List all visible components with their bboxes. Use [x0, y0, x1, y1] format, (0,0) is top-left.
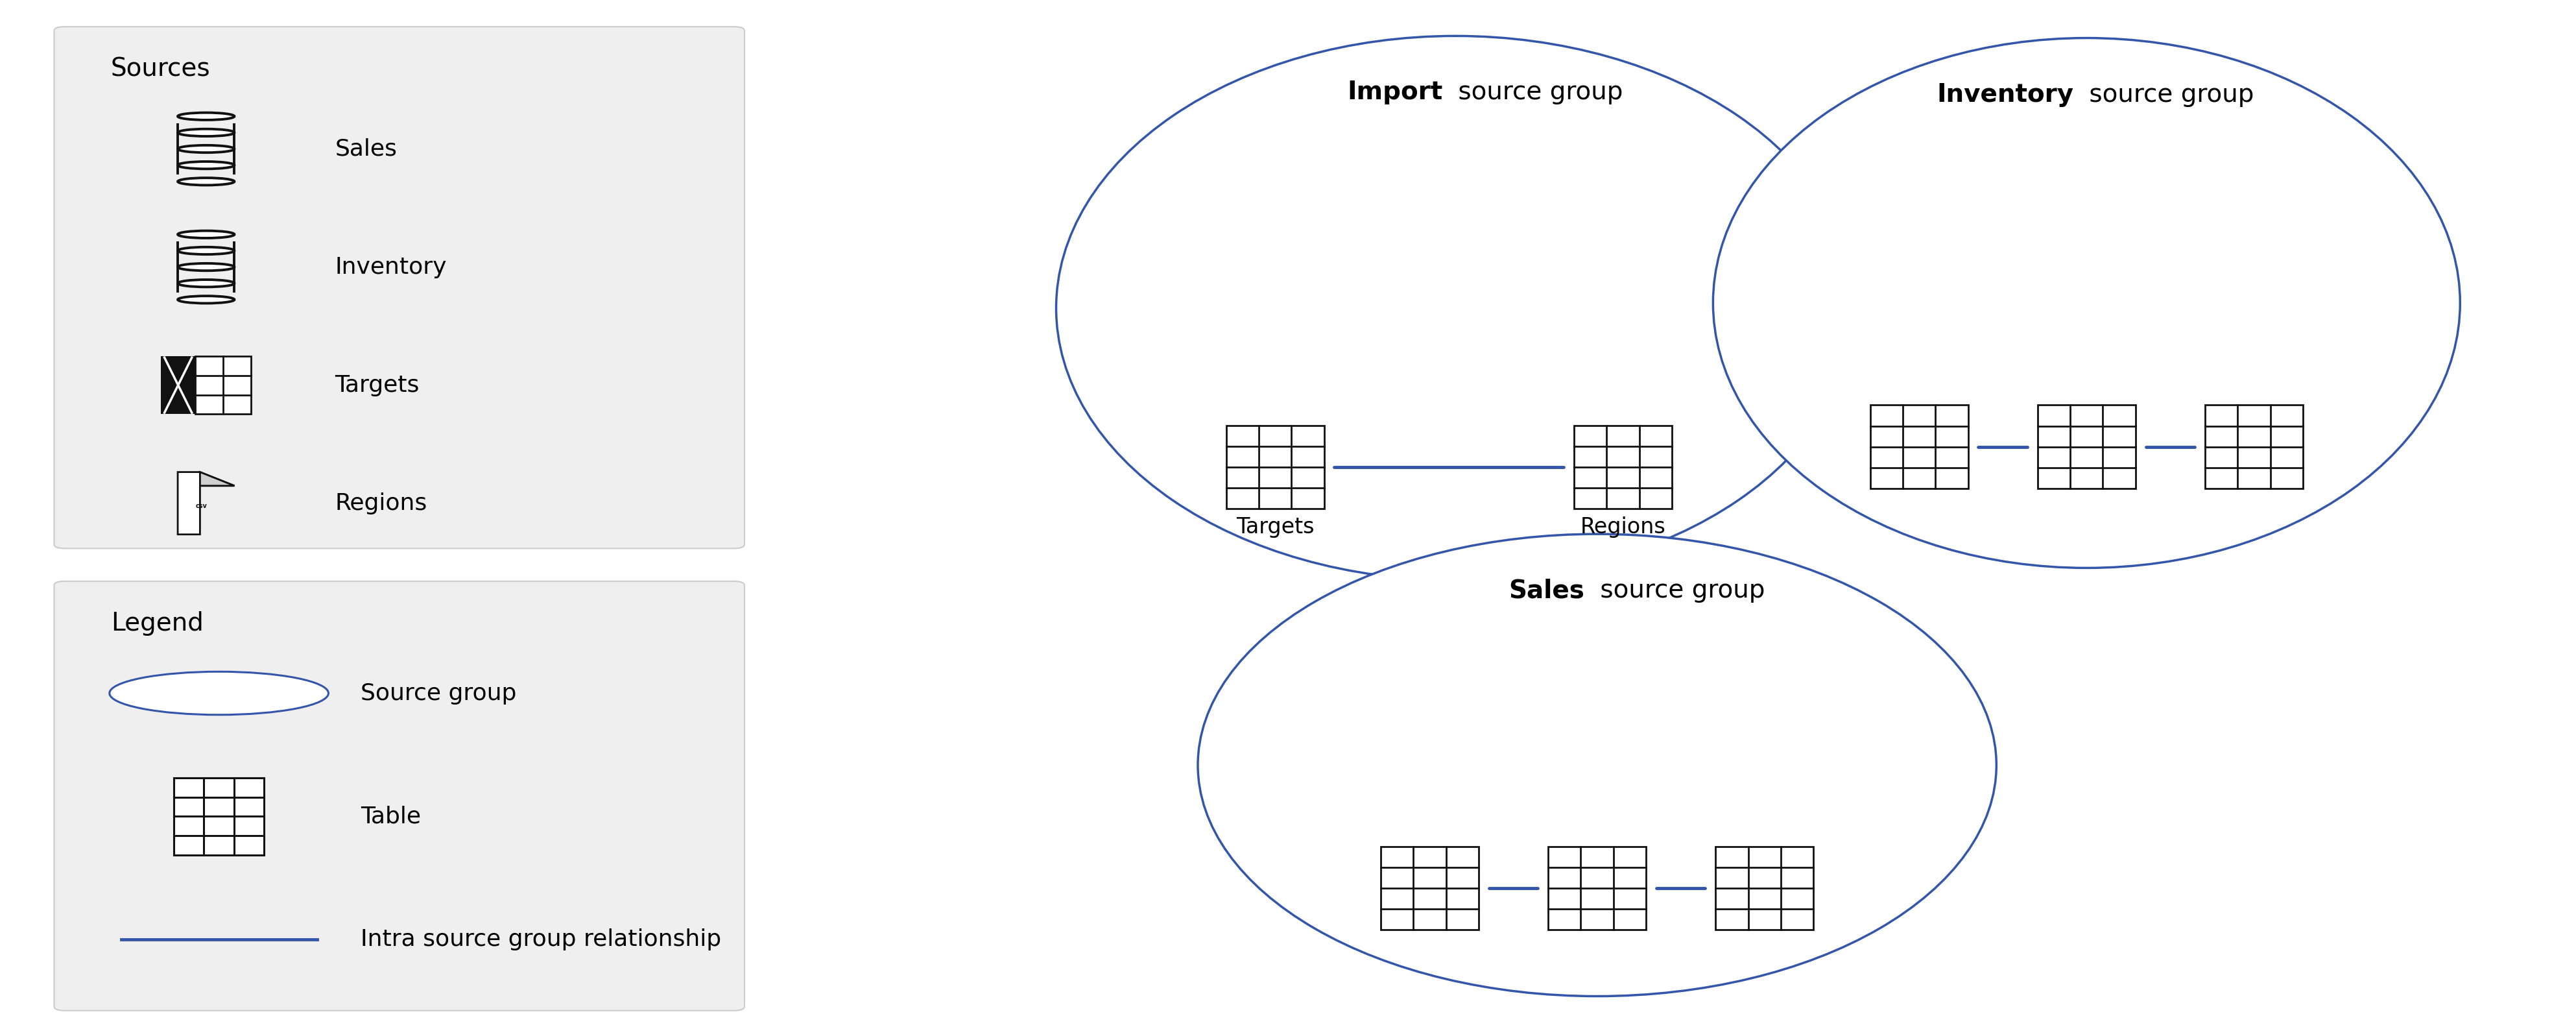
Text: Regions: Regions [1579, 517, 1667, 538]
Bar [1226, 425, 1324, 509]
Text: Sources: Sources [111, 56, 211, 81]
Ellipse shape [178, 263, 234, 271]
Ellipse shape [178, 248, 234, 255]
Text: csv: csv [196, 503, 206, 509]
Bar [1381, 846, 1479, 930]
Bar [1870, 405, 1968, 489]
FancyBboxPatch shape [54, 581, 744, 1011]
Polygon shape [201, 472, 234, 486]
Bar [173, 778, 263, 854]
Text: Sales: Sales [1510, 578, 1584, 603]
Text: source group: source group [1592, 578, 1765, 603]
Text: Legend: Legend [111, 611, 204, 636]
Text: Table: Table [361, 805, 420, 828]
Text: Targets: Targets [1236, 517, 1314, 538]
Text: source group: source group [2081, 82, 2254, 107]
Text: Targets: Targets [335, 374, 420, 396]
Bar [1548, 846, 1646, 930]
Ellipse shape [1056, 36, 1855, 580]
Bar [2205, 405, 2303, 489]
Text: Intra source group relationship: Intra source group relationship [361, 928, 721, 951]
Bar [1574, 425, 1672, 509]
Text: Regions: Regions [335, 492, 428, 515]
Bar [196, 356, 250, 414]
Ellipse shape [178, 129, 234, 137]
Bar [2038, 405, 2136, 489]
Polygon shape [178, 472, 234, 534]
Text: Sales: Sales [335, 138, 397, 160]
Ellipse shape [178, 279, 234, 287]
Bar [160, 356, 196, 414]
FancyBboxPatch shape [54, 27, 744, 548]
Bar [1716, 846, 1814, 930]
Ellipse shape [108, 672, 327, 715]
Text: Inventory: Inventory [335, 256, 446, 278]
Text: Import: Import [1347, 80, 1443, 105]
Ellipse shape [178, 178, 234, 185]
Ellipse shape [178, 161, 234, 168]
Ellipse shape [178, 231, 234, 238]
Ellipse shape [178, 296, 234, 303]
Ellipse shape [1198, 534, 1996, 996]
Text: Inventory: Inventory [1937, 82, 2074, 107]
Text: source group: source group [1450, 80, 1623, 105]
Ellipse shape [178, 145, 234, 153]
Text: Source group: Source group [361, 682, 518, 705]
Ellipse shape [1713, 38, 2460, 568]
Ellipse shape [178, 113, 234, 120]
